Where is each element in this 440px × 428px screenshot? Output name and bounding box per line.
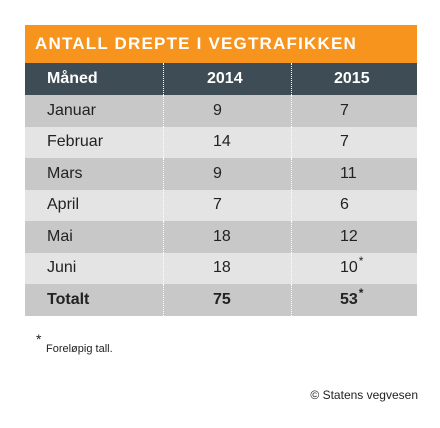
value-2014-cell: 18 bbox=[213, 259, 231, 277]
column-divider bbox=[291, 284, 292, 316]
value-2014-cell: 7 bbox=[213, 196, 222, 214]
column-divider bbox=[291, 95, 292, 127]
footnote-marker: * bbox=[358, 285, 364, 300]
value-2015: 10 bbox=[340, 259, 358, 277]
column-divider bbox=[163, 126, 164, 158]
header-2015: 2015 bbox=[334, 70, 370, 87]
column-divider bbox=[163, 158, 164, 190]
copyright-credit: © Statens vegvesen bbox=[310, 388, 418, 402]
value-2015: 11 bbox=[340, 164, 357, 182]
month-cell: April bbox=[47, 196, 80, 214]
column-divider bbox=[291, 126, 292, 158]
value-2015: 7 bbox=[340, 133, 349, 151]
total-2014-cell: 75 bbox=[213, 290, 231, 308]
value-2015-cell: 10 * bbox=[340, 253, 363, 285]
value-2014-cell: 14 bbox=[213, 133, 231, 151]
table-row: Mars 9 11 bbox=[25, 158, 417, 190]
footnote-asterisk: * bbox=[36, 331, 42, 347]
table-title: ANTALL DREPTE I VEGTRAFIKKEN bbox=[25, 25, 417, 63]
value-2015-cell: 6 bbox=[340, 190, 350, 222]
column-divider bbox=[291, 158, 292, 190]
column-divider bbox=[163, 221, 164, 253]
total-label: Totalt bbox=[47, 290, 90, 308]
column-divider bbox=[291, 189, 292, 221]
data-table: Måned 2014 2015 Januar 9 7 Februar 14 7 … bbox=[25, 63, 417, 316]
value-2015: 7 bbox=[340, 101, 349, 119]
value-2015-cell: 7 bbox=[340, 95, 350, 127]
column-divider bbox=[163, 95, 164, 127]
footnote-text: Foreløpig tall. bbox=[46, 343, 113, 355]
value-2015-cell: 11 bbox=[340, 158, 358, 190]
total-2015-cell: 53 * bbox=[340, 284, 363, 316]
table-row: Februar 14 7 bbox=[25, 126, 417, 159]
column-divider bbox=[163, 284, 164, 316]
value-2014-cell: 18 bbox=[213, 227, 231, 245]
month-cell: Juni bbox=[47, 259, 77, 277]
value-2015: 12 bbox=[340, 227, 358, 245]
month-cell: Mars bbox=[47, 164, 83, 182]
month-cell: Januar bbox=[47, 101, 96, 119]
footnote-marker: * bbox=[358, 254, 364, 269]
value-2014-cell: 9 bbox=[213, 164, 222, 182]
value-2015-cell: 7 bbox=[340, 127, 350, 159]
column-divider bbox=[291, 252, 292, 284]
column-divider bbox=[163, 189, 164, 221]
value-2015-cell: 12 bbox=[340, 221, 359, 253]
value-2015: 6 bbox=[340, 196, 349, 214]
value-2014-cell: 9 bbox=[213, 101, 222, 119]
month-cell: Mai bbox=[47, 227, 73, 245]
table-row: Mai 18 12 bbox=[25, 221, 417, 253]
footnote: * Foreløpig tall. bbox=[36, 331, 113, 355]
column-divider bbox=[291, 63, 292, 95]
table-total-row: Totalt 75 53 * bbox=[25, 284, 417, 316]
column-divider bbox=[163, 63, 164, 95]
total-2015: 53 bbox=[340, 290, 358, 308]
column-divider bbox=[291, 221, 292, 253]
header-month: Måned bbox=[47, 70, 98, 87]
table-row: April 7 6 bbox=[25, 189, 417, 222]
table-header-row: Måned 2014 2015 bbox=[25, 63, 417, 95]
header-2014: 2014 bbox=[207, 70, 243, 87]
month-cell: Februar bbox=[47, 133, 104, 151]
table-row: Januar 9 7 bbox=[25, 95, 417, 127]
column-divider bbox=[163, 252, 164, 284]
table-row: Juni 18 10 * bbox=[25, 252, 417, 285]
